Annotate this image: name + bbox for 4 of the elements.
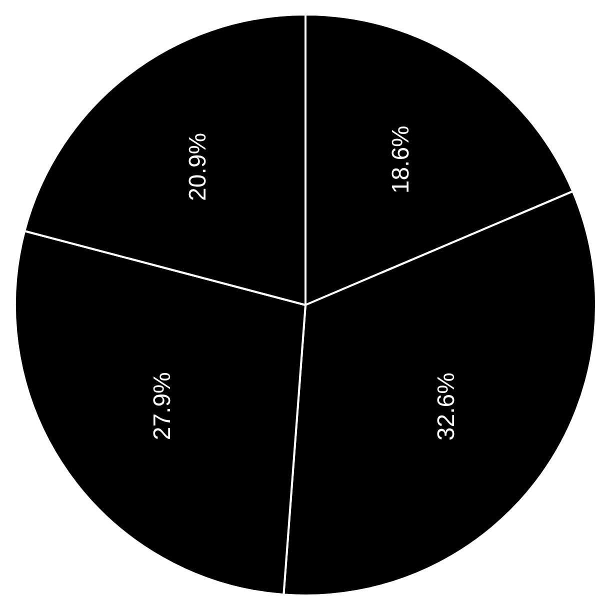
data-label: 18.6%	[387, 126, 414, 194]
data-label: 20.9%	[184, 132, 212, 201]
data-label: 32.6%	[432, 372, 460, 441]
data-label: 27.9%	[149, 372, 176, 440]
